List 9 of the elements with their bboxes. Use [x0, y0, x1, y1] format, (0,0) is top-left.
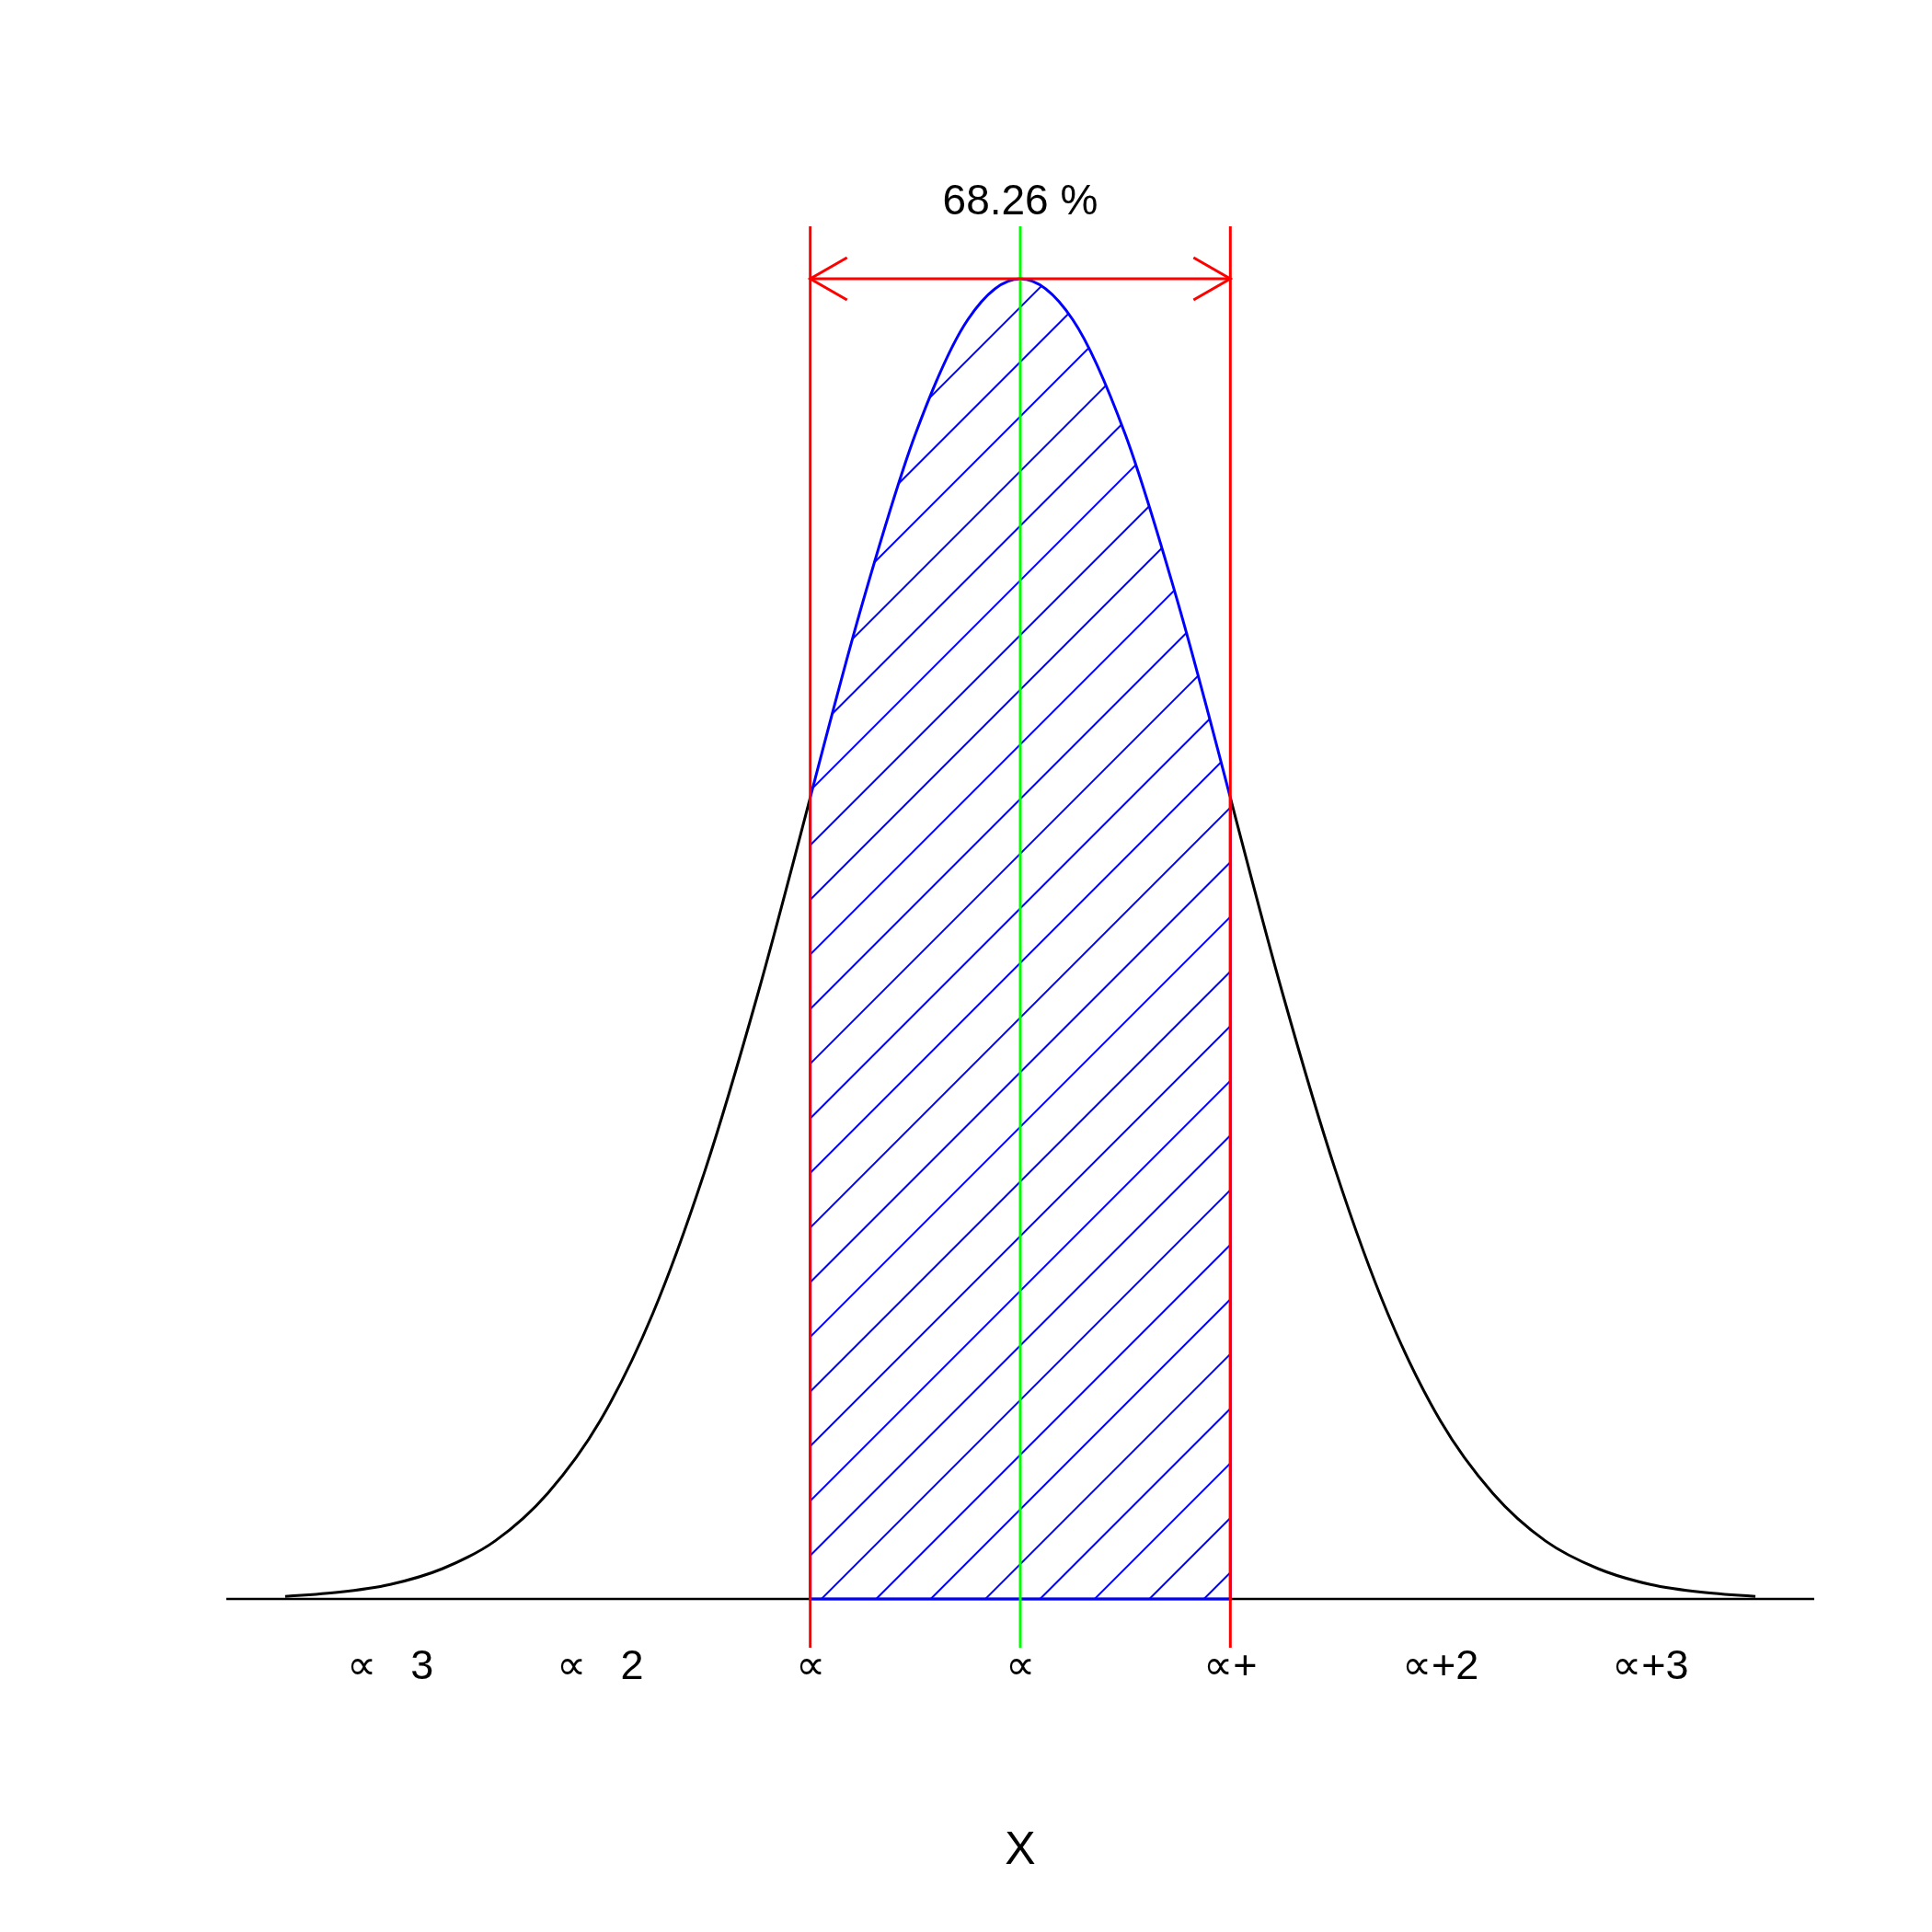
x-tick-label: ∝ [1006, 1641, 1035, 1688]
x-tick-label: ∝ [795, 1641, 825, 1688]
x-tick-label: ∝+ [1203, 1641, 1258, 1688]
x-tick-label: ∝+2 [1401, 1641, 1479, 1688]
x-axis-title: X [1005, 1823, 1036, 1874]
text: 68.26 % [942, 176, 1098, 224]
x-tick-label: ∝+3 [1612, 1641, 1689, 1688]
x-tick-label: ∝ 2 [557, 1641, 644, 1688]
x-tick-label: ∝ 3 [346, 1641, 434, 1688]
